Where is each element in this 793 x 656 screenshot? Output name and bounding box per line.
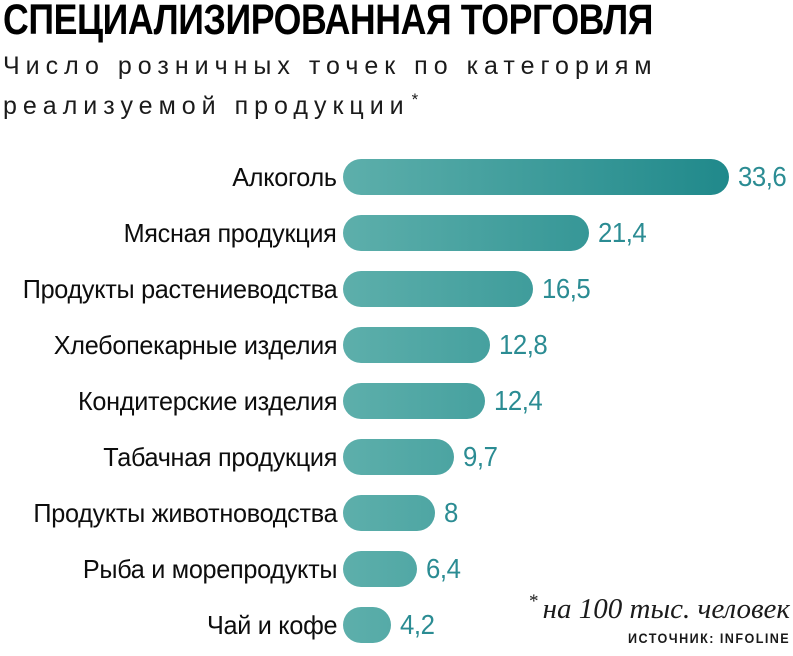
category-label-cell: Мясная продукция: [0, 218, 337, 249]
bar-cell: 12,8: [343, 327, 552, 363]
category-label-cell: Продукты растениеводства: [0, 274, 337, 305]
bar-row: Продукты растениеводства 16,5: [0, 271, 793, 307]
category-label-cell: Чай и кофе: [0, 609, 338, 641]
bar-cell: 6,4: [343, 551, 463, 587]
category-label-cell: Продукты животноводства: [0, 498, 337, 529]
category-label: Алкоголь: [232, 161, 337, 192]
bar-row: Продукты животноводства 8: [0, 495, 793, 531]
bar: [343, 495, 435, 531]
category-label-cell: Рыба и морепродукты: [0, 553, 338, 585]
footnote: * на 100 тыс. человек: [528, 591, 790, 626]
value-label: 8: [444, 497, 458, 528]
bar-cell: 4,2: [343, 607, 437, 643]
category-label-cell: Хлебопекарные изделия: [0, 330, 337, 361]
bar: [343, 439, 454, 475]
bar-cell: 9,7: [343, 439, 500, 475]
footnote-marker: *: [528, 591, 538, 612]
value-label: 21,4: [598, 217, 647, 248]
value-label: 12,8: [499, 329, 548, 360]
category-label: Чай и кофе: [206, 609, 338, 640]
category-label: Продукты животноводства: [33, 497, 337, 528]
value-label: 16,5: [542, 273, 591, 304]
bar-cell: 12,4: [343, 383, 547, 419]
bar-cell: 16,5: [343, 271, 595, 307]
bar: [343, 383, 485, 419]
bar: [343, 159, 729, 195]
bar-row: Табачная продукция 9,7: [0, 439, 793, 475]
category-label: Мясная продукция: [124, 217, 337, 248]
value-label: 6,4: [426, 553, 461, 584]
value-label: 9,7: [463, 441, 498, 472]
bar-row: Хлебопекарные изделия 12,8: [0, 327, 793, 363]
value-label: 33,6: [738, 161, 787, 192]
bar-row: Чай и кофе 4,2: [0, 607, 793, 643]
bar: [343, 551, 417, 587]
category-label: Кондитерские изделия: [77, 385, 337, 416]
bar: [343, 215, 589, 251]
bar-row: Кондитерские изделия 12,4: [0, 383, 793, 419]
page-title: СПЕЦИАЛИЗИРОВАННАЯ ТОРГОВЛЯ: [3, 0, 654, 44]
subtitle-line-2-text: реализуемой продукции: [3, 92, 410, 120]
bar: [343, 271, 533, 307]
page-subtitle: Число розничных точек по категориям реал…: [3, 50, 658, 123]
subtitle-line-2: реализуемой продукции *: [3, 83, 658, 123]
footnote-text: на 100 тыс. человек: [542, 593, 790, 625]
bar-row: Мясная продукция 21,4: [0, 215, 793, 251]
category-label-cell: Табачная продукция: [0, 442, 337, 473]
bar-row: Алкоголь 33,6: [0, 159, 793, 195]
value-label: 12,4: [494, 385, 543, 416]
category-label-cell: Алкоголь: [0, 162, 337, 193]
bar-cell: 8: [343, 495, 459, 531]
source-credit: ИСТОЧНИК: INFOLINE: [627, 630, 790, 646]
category-label: Продукты растениеводства: [22, 273, 337, 304]
bar-row: Рыба и морепродукты 6,4: [0, 551, 793, 587]
category-label: Хлебопекарные изделия: [53, 329, 337, 360]
bar-cell: 21,4: [343, 215, 651, 251]
category-label: Рыба и морепродукты: [82, 553, 338, 584]
bar: [343, 607, 391, 643]
footnote-marker: *: [411, 90, 419, 109]
category-label-cell: Кондитерские изделия: [0, 386, 337, 417]
value-label: 4,2: [400, 609, 435, 640]
bar: [343, 327, 490, 363]
bar-cell: 33,6: [343, 159, 791, 195]
bar-chart: Алкоголь 33,6 Мясная продукция 21,4 Прод…: [0, 159, 793, 656]
category-label: Табачная продукция: [103, 441, 337, 472]
subtitle-line-1: Число розничных точек по категориям: [3, 52, 658, 80]
